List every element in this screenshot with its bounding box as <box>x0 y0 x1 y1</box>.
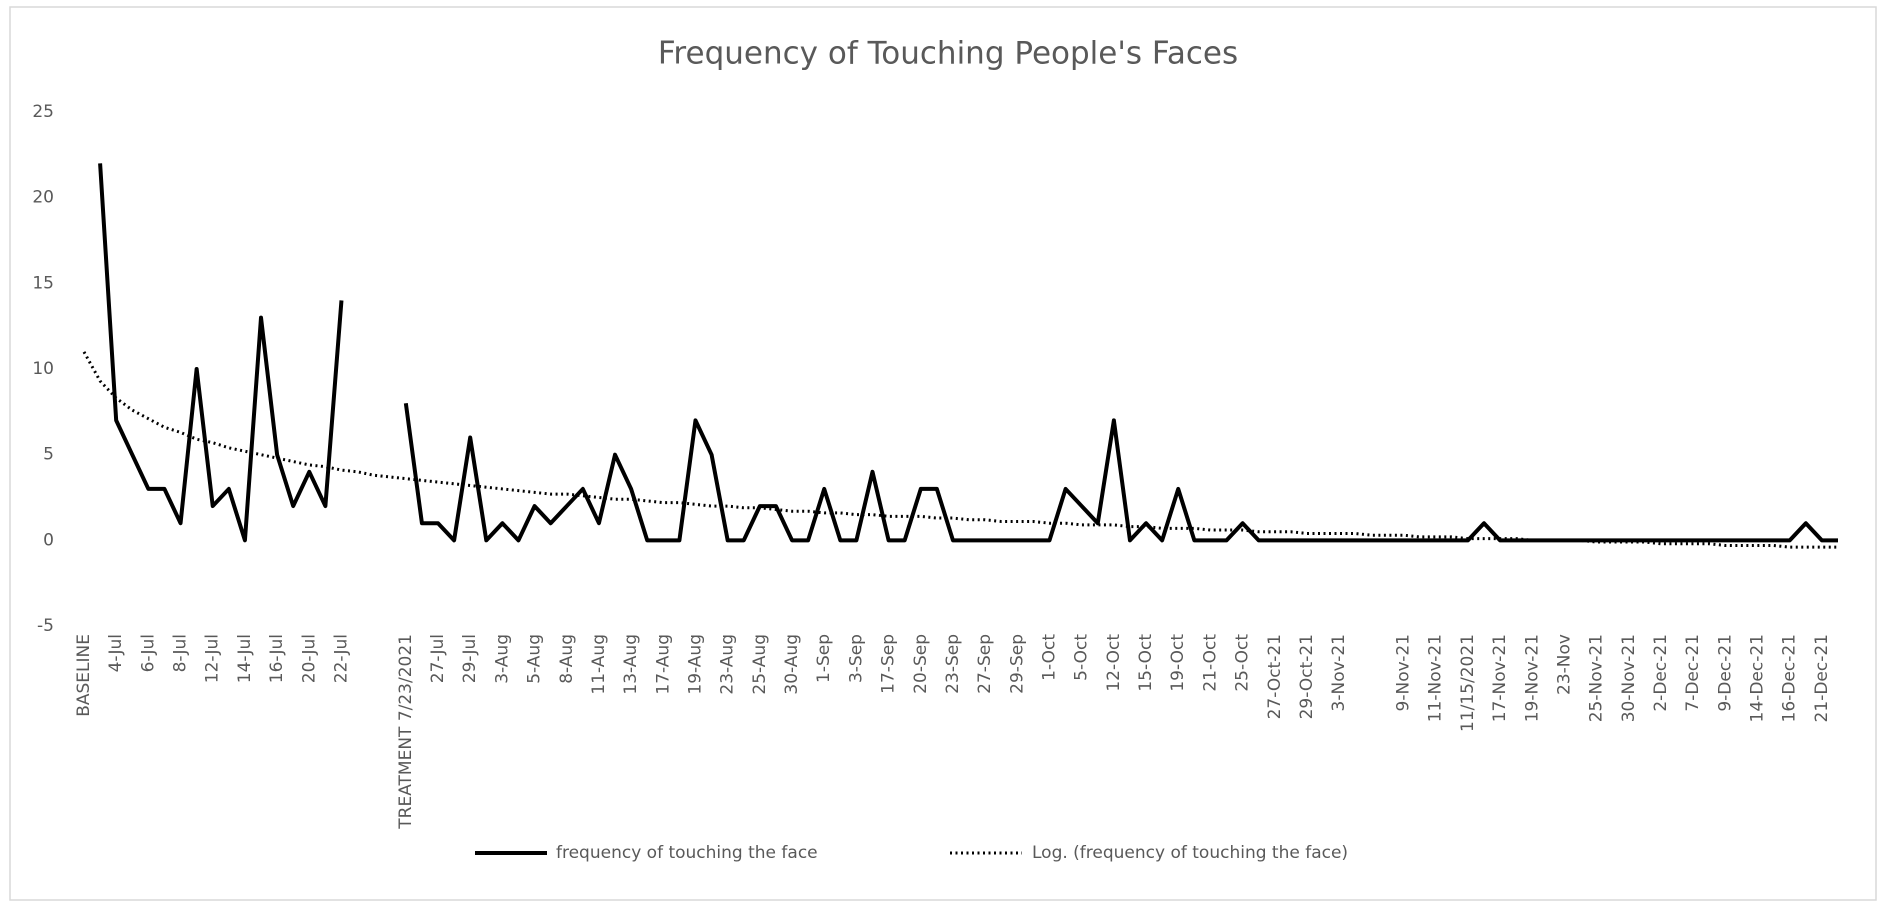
x-tick-label: 9-Dec-21 <box>1715 634 1735 712</box>
x-tick-label: 21-Dec-21 <box>1812 634 1832 722</box>
x-tick-label: 7-Dec-21 <box>1683 634 1703 712</box>
x-tick-label: 12-Oct <box>1104 634 1124 692</box>
y-tick-label: 25 <box>32 102 54 122</box>
series-line <box>82 351 1838 549</box>
x-tick-label: 13-Aug <box>621 634 641 695</box>
legend-label: Log. (frequency of touching the face) <box>1032 843 1348 863</box>
x-tick-label: 23-Nov <box>1554 634 1574 695</box>
y-tick-label: -5 <box>37 616 54 636</box>
x-tick-label: 1-Oct <box>1040 634 1060 681</box>
x-tick-label: TREATMENT 7/23/2021 <box>396 634 416 830</box>
x-tick-label: 23-Sep <box>943 634 963 694</box>
x-tick-label: 20-Jul <box>299 634 319 683</box>
x-tick-label: 2-Dec-21 <box>1651 634 1671 712</box>
x-tick-label: 17-Aug <box>653 634 673 695</box>
x-tick-label: 29-Jul <box>460 634 480 683</box>
x-tick-label: 5-Oct <box>1072 634 1092 681</box>
chart-border <box>9 6 1877 901</box>
x-tick-label: 16-Dec-21 <box>1780 634 1800 722</box>
x-tick-label: 29-Sep <box>1007 634 1027 694</box>
x-tick-label: 29-Oct-21 <box>1297 634 1317 719</box>
x-tick-label: 25-Oct <box>1233 634 1253 692</box>
x-tick-label: 12-Jul <box>203 634 223 683</box>
x-tick-label: 9-Nov-21 <box>1394 634 1414 711</box>
x-tick-label: 19-Nov-21 <box>1522 634 1542 722</box>
legend-label: frequency of touching the face <box>556 843 818 863</box>
x-tick-label: 27-Oct-21 <box>1265 634 1285 719</box>
x-tick-label: 11/15/2021 <box>1458 634 1478 732</box>
x-tick-label: 17-Nov-21 <box>1490 634 1510 722</box>
x-tick-label: 1-Sep <box>814 634 834 683</box>
x-tick-label: 22-Jul <box>331 634 351 683</box>
x-tick-label: 21-Oct <box>1200 634 1220 692</box>
x-tick-label: 4-Jul <box>106 634 126 672</box>
x-tick-label: 3-Sep <box>846 634 866 683</box>
x-tick-label: 14-Jul <box>235 634 255 683</box>
x-tick-label: BASELINE <box>74 634 94 717</box>
y-tick-label: 10 <box>32 359 54 379</box>
x-tick-label: 27-Jul <box>428 634 448 683</box>
x-tick-label: 8-Jul <box>171 634 191 672</box>
x-tick-label: 17-Sep <box>879 634 899 694</box>
x-tick-label: 16-Jul <box>267 634 287 683</box>
x-tick-label: 30-Nov-21 <box>1619 634 1639 722</box>
x-tick-label: 11-Aug <box>589 634 609 695</box>
x-tick-label: 25-Nov-21 <box>1587 634 1607 722</box>
series-line <box>403 403 1838 543</box>
x-tick-label: 19-Aug <box>685 634 705 695</box>
x-tick-label: 3-Nov-21 <box>1329 634 1349 711</box>
x-tick-label: 19-Oct <box>1168 634 1188 692</box>
y-tick-label: 20 <box>32 188 54 208</box>
x-tick-label: 27-Sep <box>975 634 995 694</box>
x-tick-label: 8-Aug <box>557 634 577 684</box>
x-tick-label: 30-Aug <box>782 634 802 695</box>
x-tick-label: 15-Oct <box>1136 634 1156 692</box>
x-tick-label: 5-Aug <box>525 634 545 684</box>
x-tick-label: 20-Sep <box>911 634 931 694</box>
series-line <box>98 163 344 543</box>
x-tick-label: 14-Dec-21 <box>1748 634 1768 722</box>
y-tick-label: 0 <box>43 530 54 550</box>
x-tick-label: 25-Aug <box>750 634 770 695</box>
x-tick-label: 11-Nov-21 <box>1426 634 1446 722</box>
x-tick-label: 6-Jul <box>138 634 158 672</box>
chart-title: Frequency of Touching People's Faces <box>658 36 1238 72</box>
x-tick-label: 3-Aug <box>492 634 512 684</box>
y-tick-label: 15 <box>32 273 54 293</box>
x-tick-label: 23-Aug <box>718 634 738 695</box>
y-tick-label: 5 <box>43 445 54 465</box>
